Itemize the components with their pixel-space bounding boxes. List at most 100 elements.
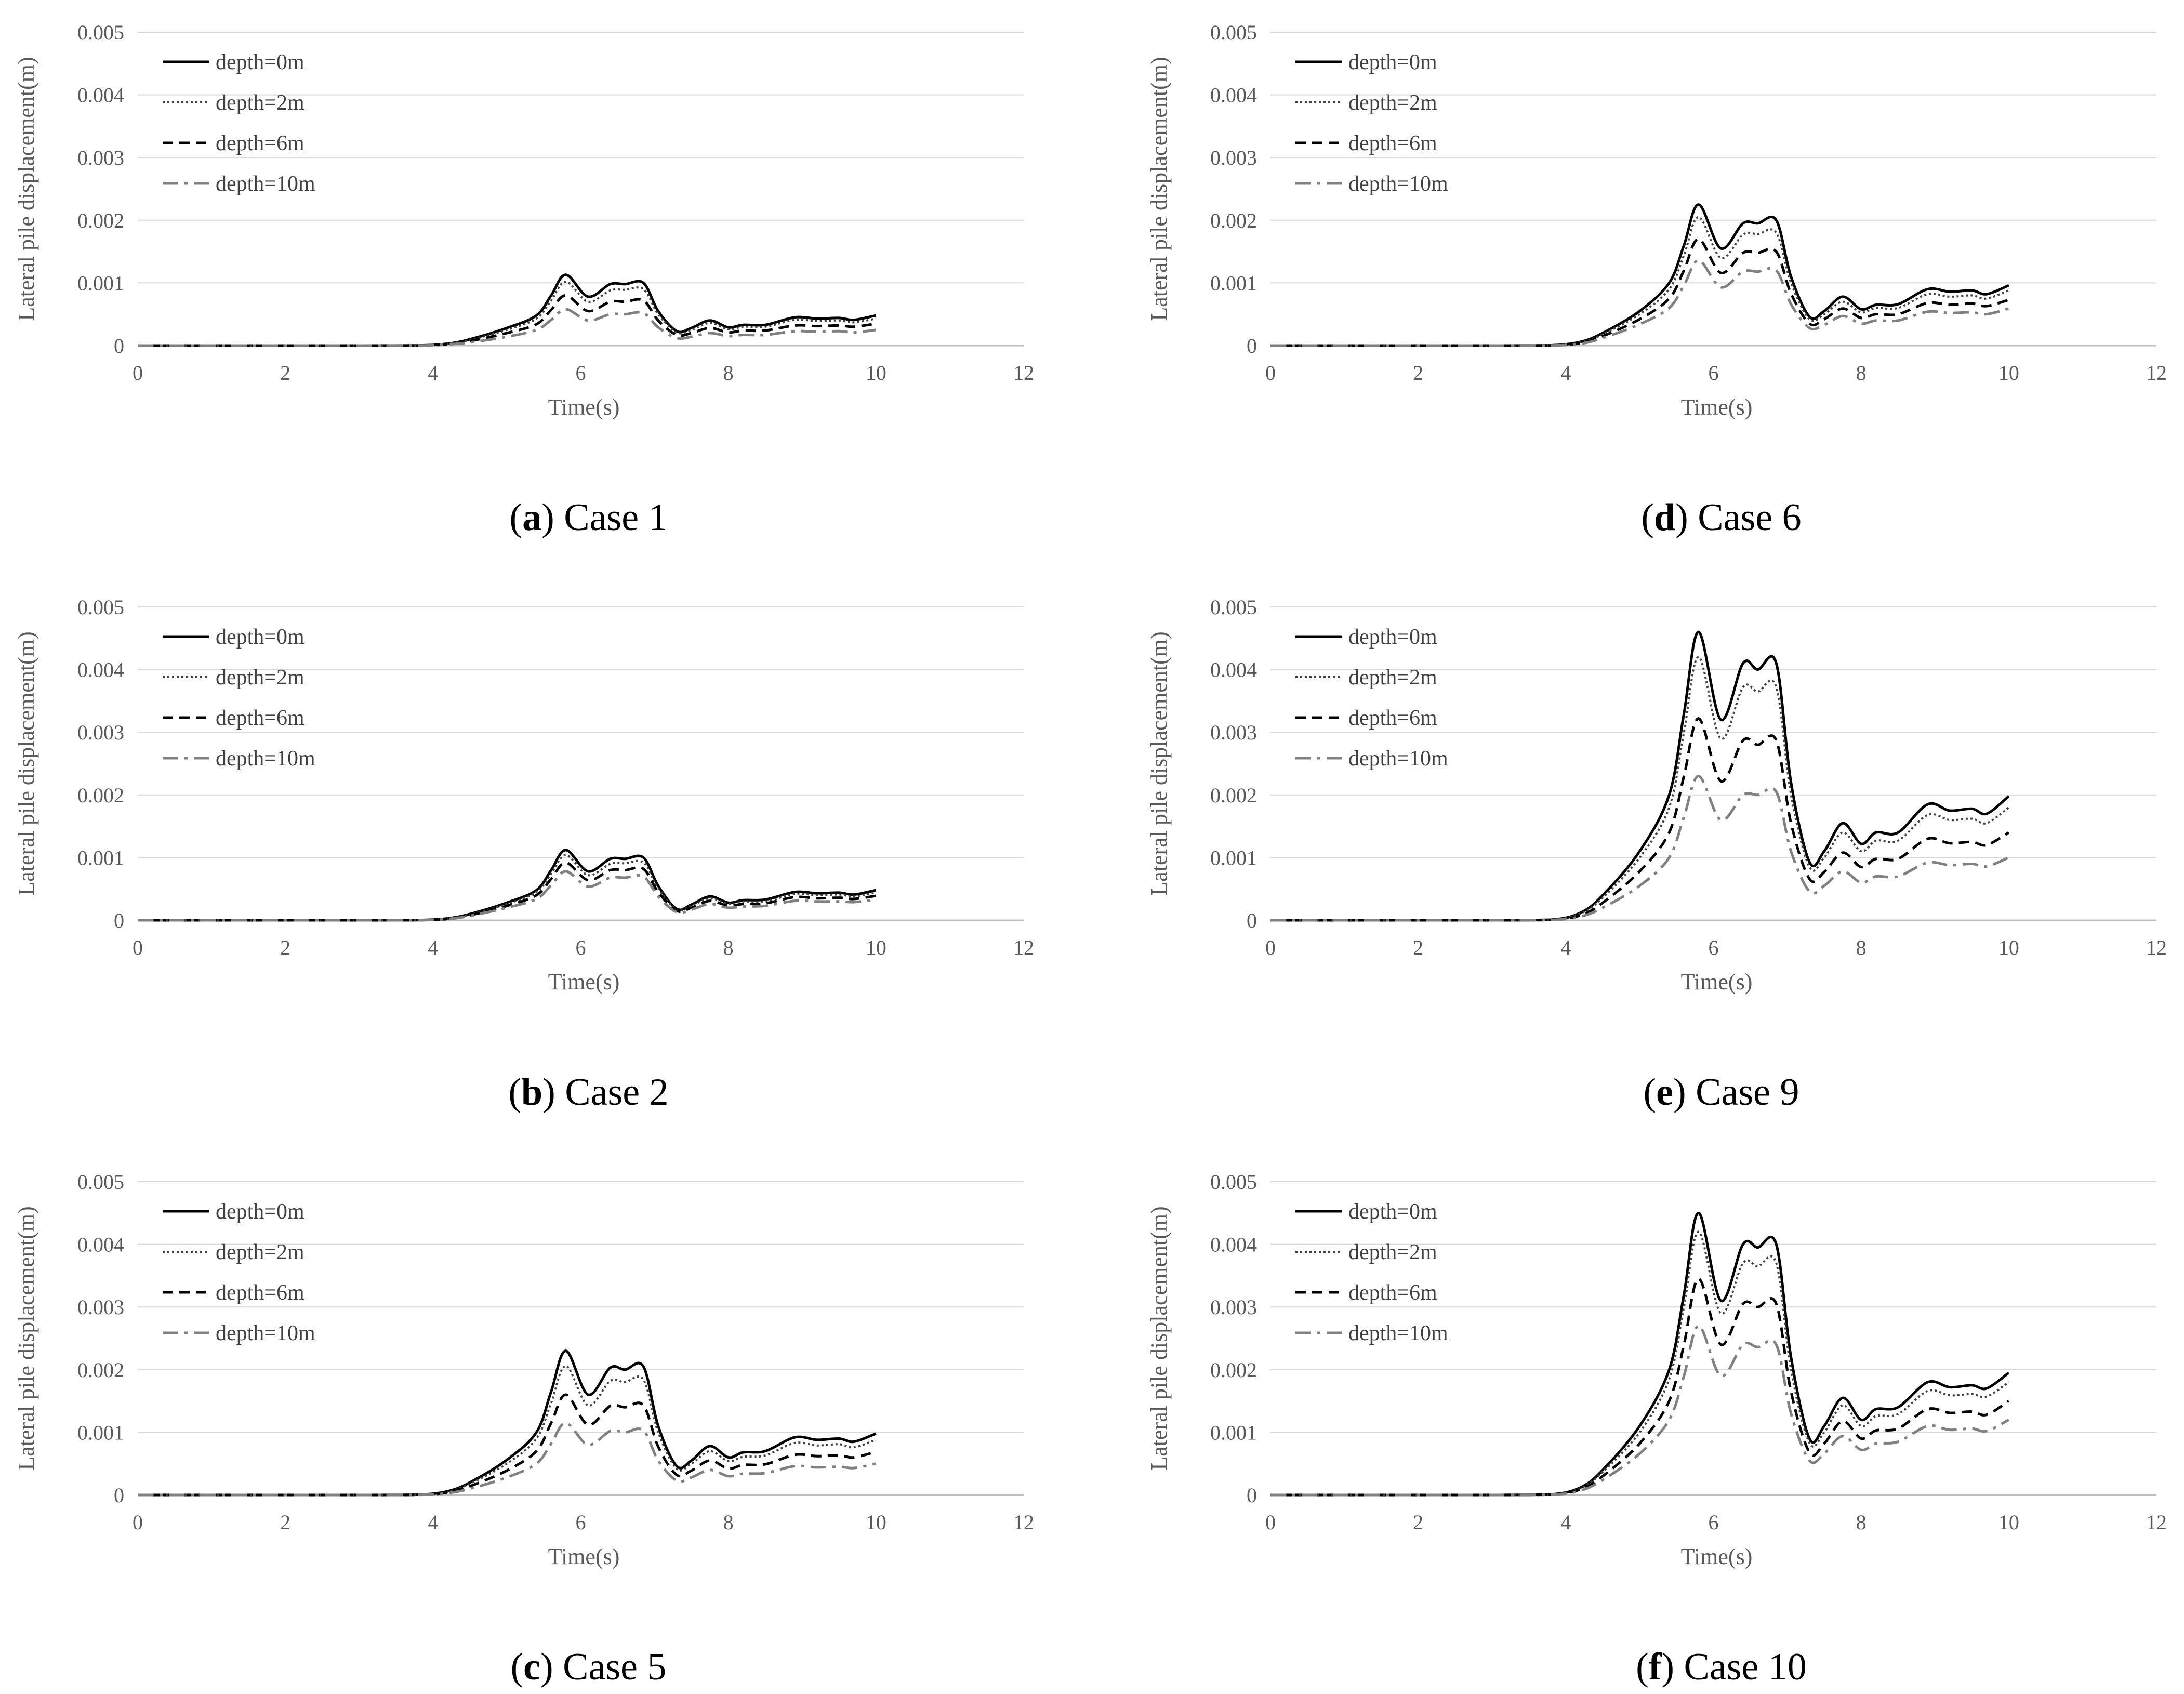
x-tick-label: 10 (1998, 936, 2019, 959)
panel-caption: (b) Case 2 (508, 1071, 668, 1114)
panel-caption: (e) Case 9 (1643, 1071, 1799, 1114)
series-line-depth-2m (1270, 1230, 2009, 1496)
legend-label: depth=10m (216, 172, 315, 196)
y-axis-title: Lateral pile displacement(m) (14, 1206, 39, 1470)
x-tick-label: 0 (133, 936, 143, 959)
series-line-depth-6m (138, 294, 877, 347)
y-tick-label: 0.002 (1210, 1358, 1257, 1382)
y-tick-label: 0.002 (1210, 209, 1257, 232)
y-tick-label: 0.005 (1210, 595, 1257, 619)
panel-letter: a (522, 496, 541, 539)
x-tick-label: 10 (1998, 361, 2019, 385)
x-axis-title: Time(s) (548, 1544, 620, 1569)
x-tick-label: 6 (1709, 361, 1719, 385)
y-tick-label: 0 (114, 909, 124, 932)
panel-letter: b (521, 1071, 542, 1114)
y-tick-label: 0.003 (1210, 721, 1257, 744)
series-line-depth-6m (1270, 1277, 2010, 1497)
series-line-depth-10m (138, 870, 877, 922)
chart-panel-f: 0 0.001 0.002 0.003 0.004 0.005 0 2 4 6 8 10 12 Time(… (1146, 1170, 2167, 1688)
legend-label: depth=2m (1348, 91, 1437, 115)
x-tick-label: 10 (866, 361, 886, 385)
chart-panel-e: 0 0.001 0.002 0.003 0.004 0.005 0 2 4 6 8 10 12 Time(… (1146, 595, 2167, 1114)
y-axis-title: Lateral pile displacement(m) (1146, 631, 1172, 895)
panel-letter: e (1656, 1071, 1673, 1114)
x-tick-label: 2 (280, 1511, 290, 1534)
x-tick-label: 4 (1560, 361, 1571, 385)
y-tick-label: 0 (1247, 1484, 1257, 1507)
y-tick-label: 0.001 (77, 846, 124, 869)
x-tick-label: 8 (1856, 936, 1867, 959)
series-line-depth-2m (138, 854, 877, 922)
legend-label: depth=0m (1348, 625, 1437, 649)
y-tick-label: 0 (114, 1484, 124, 1507)
y-axis-title: Lateral pile displacement(m) (1146, 1206, 1172, 1470)
x-tick-label: 8 (723, 936, 734, 959)
y-tick-label: 0.002 (77, 784, 124, 807)
x-tick-label: 4 (428, 1511, 438, 1534)
series-line-depth-6m (1270, 717, 2010, 922)
x-tick-label: 2 (1413, 361, 1423, 385)
legend-label: depth=6m (216, 1281, 305, 1305)
x-tick-label: 2 (280, 361, 290, 385)
chart-panel-b: 0 0.001 0.002 0.003 0.004 0.005 0 2 4 6 8 10 12 Time(… (14, 595, 1034, 1114)
x-tick-label: 6 (576, 936, 586, 959)
legend-label: depth=0m (216, 50, 305, 74)
panel-caption: (f) Case 10 (1636, 1646, 1807, 1688)
y-tick-label: 0.005 (77, 595, 124, 619)
series-line-depth-6m (138, 861, 877, 922)
x-tick-label: 12 (1013, 936, 1034, 959)
y-tick-label: 0.003 (77, 1295, 124, 1319)
x-tick-label: 10 (866, 936, 886, 959)
y-tick-label: 0.004 (77, 84, 124, 107)
series-line-depth-2m (1270, 656, 2009, 922)
chart-panel-a: 0 0.001 0.002 0.003 0.004 0.005 0 2 4 6 8 10 12 Time(… (14, 21, 1034, 539)
series-line-depth-6m (1270, 237, 2009, 347)
x-tick-label: 12 (1013, 1511, 1034, 1534)
y-axis-title: Lateral pile displacement(m) (14, 631, 39, 895)
y-tick-label: 0.003 (77, 721, 124, 744)
x-tick-label: 12 (2146, 361, 2167, 385)
series-line-depth-2m (138, 280, 877, 347)
legend-label: depth=10m (216, 1321, 315, 1345)
series-line-depth-0m (1270, 630, 2010, 922)
x-tick-label: 6 (576, 1511, 586, 1534)
y-tick-label: 0.004 (77, 658, 124, 682)
series-line-depth-0m (138, 273, 877, 347)
x-tick-label: 4 (428, 936, 438, 959)
y-tick-label: 0.001 (1210, 271, 1257, 295)
legend-label: depth=2m (216, 1240, 305, 1264)
y-tick-label: 0 (1247, 909, 1257, 932)
series-line-depth-10m (1270, 1324, 2009, 1497)
y-tick-label: 0.002 (1210, 784, 1257, 807)
x-tick-label: 8 (1856, 361, 1867, 385)
y-tick-label: 0.005 (77, 21, 124, 44)
x-tick-label: 0 (133, 361, 143, 385)
x-tick-label: 8 (723, 361, 734, 385)
x-axis-title: Time(s) (1681, 969, 1753, 995)
x-tick-label: 0 (1265, 1511, 1276, 1534)
series-line-depth-0m (138, 1349, 877, 1497)
x-tick-label: 4 (1560, 936, 1571, 959)
chart-panel-c: 0 0.001 0.002 0.003 0.004 0.005 0 2 4 6 8 10 12 Time(… (14, 1170, 1034, 1688)
x-axis-title: Time(s) (1681, 1544, 1753, 1569)
legend-label: depth=0m (216, 1200, 305, 1224)
y-tick-label: 0.003 (1210, 146, 1257, 169)
y-tick-label: 0.001 (1210, 846, 1257, 869)
y-tick-label: 0.004 (77, 1233, 124, 1256)
x-tick-label: 8 (723, 1511, 734, 1534)
legend-label: depth=10m (1348, 747, 1448, 771)
chart-panel-d: 0 0.001 0.002 0.003 0.004 0.005 0 2 4 6 8 10 12 Time(… (1146, 21, 2167, 539)
series-line-depth-10m (138, 1421, 877, 1497)
series-line-depth-10m (1270, 259, 2009, 347)
y-tick-label: 0.005 (1210, 21, 1257, 44)
panel-caption: (a) Case 1 (509, 496, 667, 539)
y-tick-label: 0.005 (1210, 1170, 1257, 1194)
x-tick-label: 2 (1413, 1511, 1423, 1534)
legend-label: depth=2m (1348, 666, 1437, 690)
y-tick-label: 0.004 (1210, 1233, 1257, 1256)
y-tick-label: 0 (114, 334, 124, 358)
x-tick-label: 2 (1413, 936, 1423, 959)
legend-label: depth=6m (1348, 1281, 1437, 1305)
